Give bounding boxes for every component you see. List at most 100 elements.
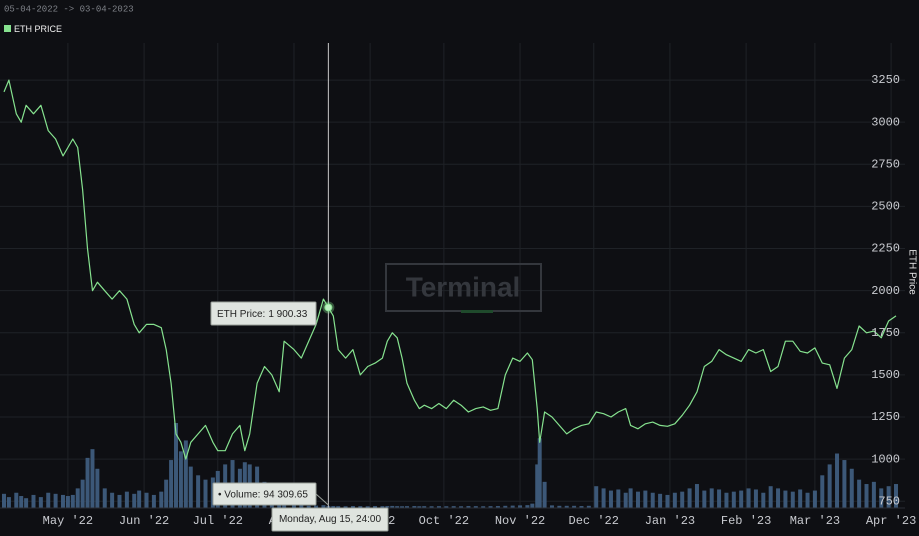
volume-bar xyxy=(75,488,80,508)
volume-bar xyxy=(65,496,70,508)
volume-bar xyxy=(178,451,183,508)
watermark-accent xyxy=(461,310,493,313)
volume-bar xyxy=(783,490,788,508)
volume-bar xyxy=(395,506,400,508)
volume-bar xyxy=(518,505,523,508)
volume-bar xyxy=(331,506,336,508)
volume-tooltip-pointer xyxy=(315,493,329,506)
volume-bar xyxy=(380,506,385,508)
volume-bar xyxy=(495,506,500,508)
volume-bar xyxy=(2,493,6,508)
volume-bar xyxy=(746,488,751,508)
volume-bar xyxy=(510,505,515,508)
volume-bar xyxy=(350,506,355,508)
tooltip: ETH Price: 1 900.33 • Volume: 94 309.65 Mond… xyxy=(210,43,389,532)
volume-bar xyxy=(702,490,707,508)
volume-bar xyxy=(635,491,640,508)
date-tooltip-text: Monday, Aug 15, 24:00 xyxy=(279,514,382,525)
volume-bar xyxy=(19,496,24,508)
volume-bar xyxy=(466,506,471,508)
volume-bar xyxy=(857,479,862,508)
volume-bar xyxy=(151,494,156,508)
volume-bar xyxy=(549,505,554,508)
x-tick-label: Nov '22 xyxy=(495,514,545,528)
volume-bar xyxy=(174,423,179,508)
volume-bar xyxy=(717,489,722,508)
y-tick-label: 3000 xyxy=(871,115,900,129)
price-line xyxy=(3,79,897,460)
volume-bar xyxy=(436,506,441,508)
y-tick-label: 1750 xyxy=(871,326,900,340)
price-tooltip xyxy=(210,301,317,326)
y-tick-label: 2500 xyxy=(871,200,900,214)
volume-bar xyxy=(336,506,341,508)
volume-bar xyxy=(557,505,562,508)
volume-bar xyxy=(102,488,107,508)
volume-bar xyxy=(90,449,95,508)
volume-bar xyxy=(46,492,51,508)
volume-bar xyxy=(658,493,663,508)
volume-bar xyxy=(871,481,876,508)
volume-bar xyxy=(650,492,655,508)
volume-bar xyxy=(564,505,569,508)
volume-bar xyxy=(623,492,628,508)
x-tick-label: Jan '23 xyxy=(645,514,695,528)
volume-bar xyxy=(451,506,456,508)
grid xyxy=(0,43,905,508)
volume-bar xyxy=(608,490,613,508)
volume-bar xyxy=(535,464,540,508)
legend-swatch xyxy=(4,25,11,32)
y-tick-label: 1500 xyxy=(871,368,900,382)
volume-bar xyxy=(537,438,542,508)
volume-bar xyxy=(894,484,898,508)
volume-bar xyxy=(70,494,75,508)
volume-bar xyxy=(6,497,11,508)
volume-bar xyxy=(299,505,304,508)
volume-bar xyxy=(761,492,766,508)
volume-bar xyxy=(291,504,296,508)
volume-bar xyxy=(343,506,348,508)
volume-bar xyxy=(373,506,378,508)
volume-bar xyxy=(790,491,795,508)
volume-bar xyxy=(776,488,781,508)
volume-bar xyxy=(31,494,36,508)
volume-bar xyxy=(753,489,758,508)
volume-bar xyxy=(616,489,621,508)
y-tick-label: 1000 xyxy=(871,452,900,466)
volume-bar xyxy=(169,460,174,508)
date-range: 05-04-2022 -> 03-04-2023 xyxy=(4,4,134,14)
x-tick-label: May '22 xyxy=(43,514,93,528)
volume-bar xyxy=(586,505,591,508)
price-tooltip-text: ETH Price: 1 900.33 xyxy=(217,309,308,320)
y-tick-label: 1250 xyxy=(871,410,900,424)
volume-bar xyxy=(687,488,692,508)
volume-bar xyxy=(117,494,122,508)
x-tick-label: Dec '22 xyxy=(569,514,619,528)
x-tick-label: Jul '22 xyxy=(193,514,243,528)
volume-bar xyxy=(503,505,508,508)
volume-bar xyxy=(812,490,817,508)
volume-bar xyxy=(196,475,201,508)
volume-tooltip-text-part: • Volume: xyxy=(218,489,260,500)
volume-bar xyxy=(724,492,729,508)
watermark-text: Terminal xyxy=(406,271,521,302)
volume-bar xyxy=(358,506,363,508)
y-tick-label: 3250 xyxy=(871,73,900,87)
volume-tooltip-text: • Volume: 94 309.65 xyxy=(218,489,308,500)
volume-bar xyxy=(321,505,326,508)
x-tick-label: Oct '22 xyxy=(419,514,469,528)
volume-bar xyxy=(417,506,422,508)
volume-bar xyxy=(203,479,208,508)
y-tick-label: 2250 xyxy=(871,242,900,256)
volume-bar xyxy=(473,506,478,508)
volume-bar xyxy=(665,494,670,508)
volume-tooltip-text-part: 94 309.65 xyxy=(263,489,308,500)
date-tooltip xyxy=(271,507,389,532)
volume-bar xyxy=(694,484,699,508)
volume-bar xyxy=(542,481,547,508)
volume-bar xyxy=(849,468,854,508)
volume-bar xyxy=(739,490,744,508)
volume-bar xyxy=(365,506,370,508)
volume-bar xyxy=(481,506,486,508)
legend-label: ETH PRICE xyxy=(14,24,62,34)
